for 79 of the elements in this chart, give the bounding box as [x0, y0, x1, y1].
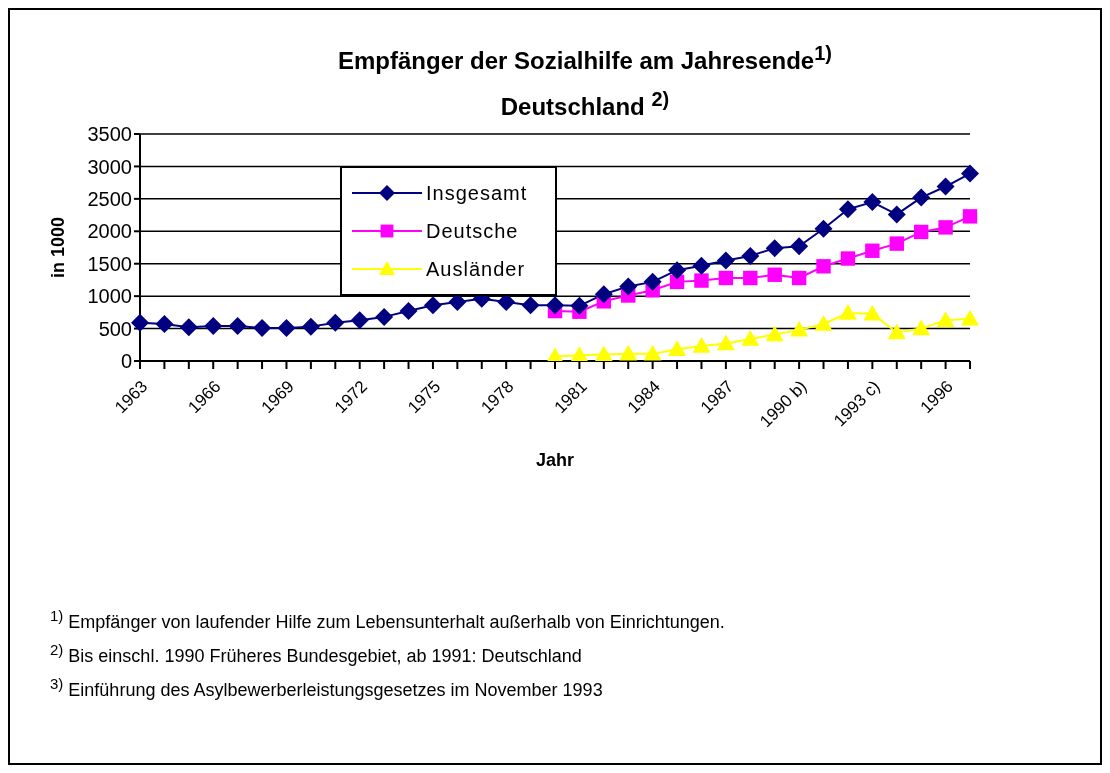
point — [228, 316, 247, 335]
point — [938, 220, 953, 235]
y-tick-label: 1500 — [87, 252, 132, 275]
point — [814, 315, 833, 331]
point — [692, 256, 711, 275]
point — [741, 329, 760, 346]
point — [840, 251, 856, 266]
point — [743, 270, 758, 286]
point — [570, 296, 589, 315]
point — [594, 285, 613, 304]
point — [694, 273, 709, 288]
point — [521, 296, 540, 315]
point — [594, 345, 613, 361]
point — [155, 315, 174, 334]
y-tick-label: 1000 — [87, 285, 132, 308]
point — [863, 304, 882, 321]
point — [863, 193, 882, 212]
y-tick-label: 3500 — [87, 123, 132, 146]
point — [912, 319, 931, 336]
point — [716, 251, 735, 270]
point — [790, 320, 809, 337]
point — [961, 309, 979, 326]
point — [913, 224, 929, 240]
point — [326, 313, 345, 332]
y-tick-label: 2000 — [87, 220, 132, 243]
point — [718, 270, 734, 286]
point — [619, 277, 638, 296]
point — [399, 302, 418, 321]
point — [887, 205, 906, 224]
text: $^{3)}$ Einführung des Asylbewerberleistungsgesetzes im November 1993 — [50, 674, 604, 702]
point — [716, 334, 735, 351]
point — [814, 219, 833, 238]
chart-subtitle: Deutschland $^{2)}$ — [500, 88, 670, 120]
point — [961, 164, 979, 183]
y-tick-label: 2500 — [87, 187, 132, 210]
point — [301, 317, 320, 336]
text: $^{1)}$ Empfänger von laufender Hilfe zum Lebensunterhalt außerhalb von Einrichtungen. — [50, 606, 726, 634]
point — [692, 337, 711, 353]
point — [838, 304, 857, 320]
point — [277, 318, 296, 337]
point — [865, 243, 880, 258]
point — [741, 246, 760, 265]
point — [179, 318, 198, 337]
point — [643, 344, 662, 361]
point — [643, 272, 662, 291]
y-tick-label: 0 — [120, 350, 132, 373]
point — [204, 316, 223, 335]
point — [570, 346, 589, 361]
point — [765, 325, 784, 342]
point — [790, 237, 809, 256]
point — [375, 307, 394, 326]
point — [816, 259, 831, 274]
point — [936, 311, 955, 327]
point — [791, 270, 807, 286]
point — [912, 188, 931, 207]
legend-label: Deutsche — [426, 219, 519, 243]
point — [887, 323, 906, 340]
point — [131, 313, 149, 332]
point — [350, 311, 369, 330]
point — [253, 318, 272, 337]
y-tick-label: 500 — [98, 317, 132, 340]
point — [889, 236, 904, 251]
point — [765, 239, 784, 258]
point — [423, 296, 442, 315]
point — [546, 296, 564, 315]
point — [838, 200, 857, 219]
point — [668, 340, 687, 357]
legend-label: Insgesamt — [426, 181, 528, 205]
y-tick-label: 3000 — [87, 155, 132, 178]
point — [668, 261, 687, 280]
chart-title: Empfänger der Sozialhilfe am Jahresende$^{1)}$ — [337, 41, 833, 76]
point — [619, 344, 638, 361]
point — [936, 177, 955, 196]
x-axis-title: Jahr — [535, 450, 575, 470]
point — [767, 267, 782, 282]
legend-label: Ausländer — [426, 257, 526, 281]
y-axis-title: in 1000 — [48, 216, 69, 279]
point — [962, 209, 978, 224]
text: $^{2)}$ Bis einschl. 1990 Früheres Bundesgebiet, ab 1991: Deutschland — [50, 640, 583, 668]
